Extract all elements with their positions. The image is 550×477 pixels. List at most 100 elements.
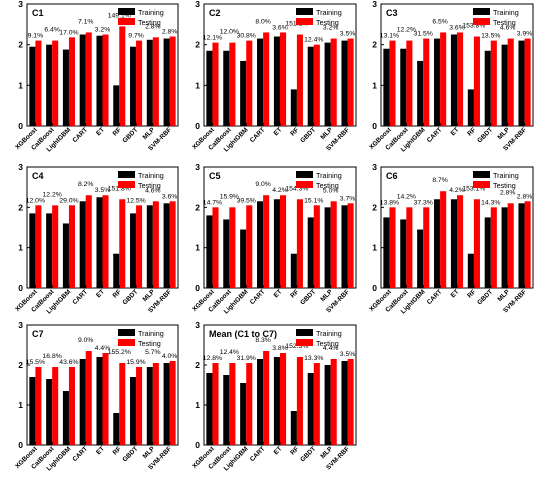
y-tick-label: 2 — [372, 202, 377, 212]
x-tick-label: GBDT — [476, 288, 494, 306]
legend-label: Training — [138, 329, 164, 338]
bar-testing-lightgbm — [423, 38, 430, 126]
bar-testing-mlp — [330, 359, 337, 445]
bar-testing-cart — [85, 195, 92, 288]
bar-training-mlp — [146, 205, 153, 288]
bar-training-catboost — [46, 44, 53, 126]
bar-training-xgboost — [29, 213, 36, 288]
bar-testing-mlp — [507, 203, 514, 288]
chart-panel-5: 012314.7%XGBoost15.9%CatBoost39.5%LightG… — [191, 162, 357, 315]
bar-training-xgboost — [206, 50, 213, 127]
bar-testing-xgboost — [389, 40, 396, 126]
data-label: 3.2% — [323, 25, 339, 32]
bar-testing-svm-rbf — [347, 38, 354, 126]
legend-label: Testing — [316, 181, 339, 190]
bar-training-xgboost — [383, 48, 390, 126]
x-tick-label: ET — [450, 126, 461, 137]
y-tick-label: 1 — [195, 400, 200, 410]
bar-testing-cart — [440, 32, 447, 126]
y-tick-label: 0 — [195, 440, 200, 450]
bar-training-xgboost — [206, 373, 213, 445]
bar-testing-cart — [85, 351, 92, 445]
y-tick-label: 1 — [18, 400, 23, 410]
data-label: 15.1% — [304, 197, 323, 204]
bar-training-lightgbm — [240, 60, 247, 126]
bar-training-lightgbm — [240, 383, 247, 445]
x-tick-label: ET — [95, 126, 106, 137]
data-label: 31.5% — [414, 31, 433, 38]
data-label: 39.5% — [237, 197, 256, 204]
bar-training-cart — [79, 34, 86, 126]
bar-testing-rf — [119, 199, 126, 288]
data-label: 8.7% — [432, 177, 448, 184]
bar-training-et — [96, 357, 103, 445]
bar-testing-catboost — [52, 367, 59, 445]
legend-swatch — [118, 8, 135, 15]
x-tick-label: CART — [249, 126, 267, 144]
bar-training-catboost — [46, 213, 53, 288]
bar-training-cart — [434, 38, 441, 126]
data-label: 6.4% — [44, 27, 60, 34]
legend-swatch — [296, 339, 313, 346]
data-label: 3.8% — [272, 345, 288, 352]
y-tick-label: 2 — [18, 360, 23, 370]
data-label: 2.8% — [517, 193, 533, 200]
bar-training-rf — [113, 253, 120, 288]
bar-training-lightgbm — [240, 229, 247, 288]
bar-training-rf — [113, 85, 120, 126]
chart-panel-6: 012313.8%XGBoost14.2%CatBoost37.3%LightG… — [368, 162, 534, 315]
bar-testing-et — [280, 353, 287, 445]
bar-testing-lightgbm — [246, 205, 253, 288]
y-tick-label: 3 — [372, 0, 377, 9]
panel-title: C6 — [386, 171, 398, 181]
data-label: 12.0% — [26, 197, 45, 204]
bar-training-catboost — [400, 219, 407, 288]
bar-testing-mlp — [330, 38, 337, 126]
bar-training-lightgbm — [62, 49, 69, 127]
data-label: 7.1% — [78, 18, 94, 25]
y-tick-label: 2 — [195, 202, 200, 212]
data-label: 5.7% — [145, 349, 161, 356]
bar-training-mlp — [146, 367, 153, 445]
x-tick-label: CART — [249, 288, 267, 306]
bar-training-lightgbm — [62, 223, 69, 288]
data-label: 12.4% — [304, 37, 323, 44]
bar-training-rf — [467, 89, 474, 126]
bar-training-cart — [257, 38, 264, 126]
bar-training-rf — [290, 411, 297, 445]
data-label: 13.3% — [304, 355, 323, 362]
data-label: 9.0% — [255, 181, 271, 188]
bar-training-lightgbm — [62, 391, 69, 445]
x-tick-label: CART — [426, 126, 444, 144]
data-label: 13.5% — [481, 33, 500, 40]
bar-testing-rf — [473, 199, 480, 288]
x-tick-label: GBDT — [299, 288, 317, 306]
bar-training-svm-rbf — [518, 203, 525, 288]
chart-panel-1: 01239.1%XGBoost6.4%CatBoost17.0%LightGBM… — [14, 0, 179, 153]
data-label: 2.8% — [145, 23, 161, 30]
bar-training-svm-rbf — [341, 205, 348, 288]
bar-testing-cart — [440, 191, 447, 288]
bar-training-cart — [434, 199, 441, 288]
bar-testing-xgboost — [35, 40, 42, 126]
bar-testing-svm-rbf — [347, 359, 354, 445]
bar-testing-rf — [119, 26, 126, 126]
bar-testing-lightgbm — [423, 207, 430, 288]
data-label: 14.2% — [397, 193, 416, 200]
bar-testing-gbdt — [490, 40, 497, 126]
bar-training-svm-rbf — [163, 363, 170, 445]
bar-testing-catboost — [406, 40, 413, 126]
x-tick-label: ET — [450, 288, 461, 299]
bar-testing-svm-rbf — [347, 203, 354, 288]
bar-training-xgboost — [29, 46, 36, 127]
bar-training-mlp — [501, 44, 508, 126]
y-tick-label: 0 — [372, 283, 377, 293]
data-label: 30.8% — [237, 33, 256, 40]
bar-testing-mlp — [507, 38, 514, 126]
data-label: 149.1% — [108, 12, 131, 19]
y-tick-label: 0 — [195, 121, 200, 131]
chart-panel-8: 012312.8%XGBoost12.4%CatBoost31.9%LightG… — [191, 320, 357, 472]
bar-training-svm-rbf — [341, 40, 348, 126]
bar-testing-mlp — [330, 201, 337, 288]
